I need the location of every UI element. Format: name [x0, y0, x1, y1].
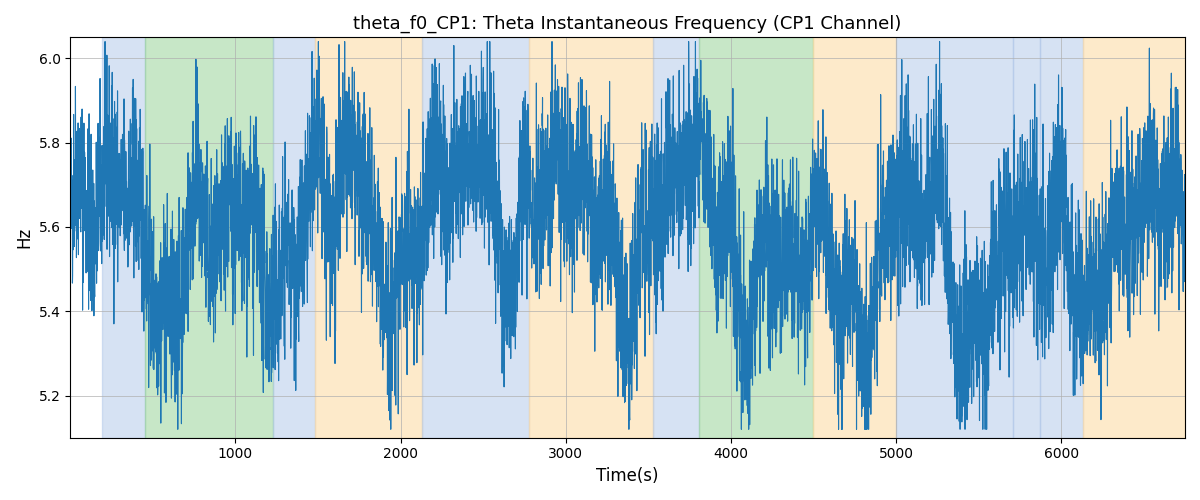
Bar — [653, 38, 700, 438]
Bar — [314, 38, 422, 438]
Bar — [814, 38, 896, 438]
Bar — [274, 38, 314, 438]
Bar — [529, 38, 653, 438]
Bar — [896, 38, 1013, 438]
Bar — [700, 38, 814, 438]
Bar — [1082, 38, 1184, 438]
Bar — [422, 38, 529, 438]
Bar — [1013, 38, 1039, 438]
Bar — [102, 38, 144, 438]
Title: theta_f0_CP1: Theta Instantaneous Frequency (CP1 Channel): theta_f0_CP1: Theta Instantaneous Freque… — [354, 15, 902, 34]
Bar — [144, 38, 274, 438]
X-axis label: Time(s): Time(s) — [596, 467, 659, 485]
Y-axis label: Hz: Hz — [16, 227, 34, 248]
Bar — [1039, 38, 1082, 438]
